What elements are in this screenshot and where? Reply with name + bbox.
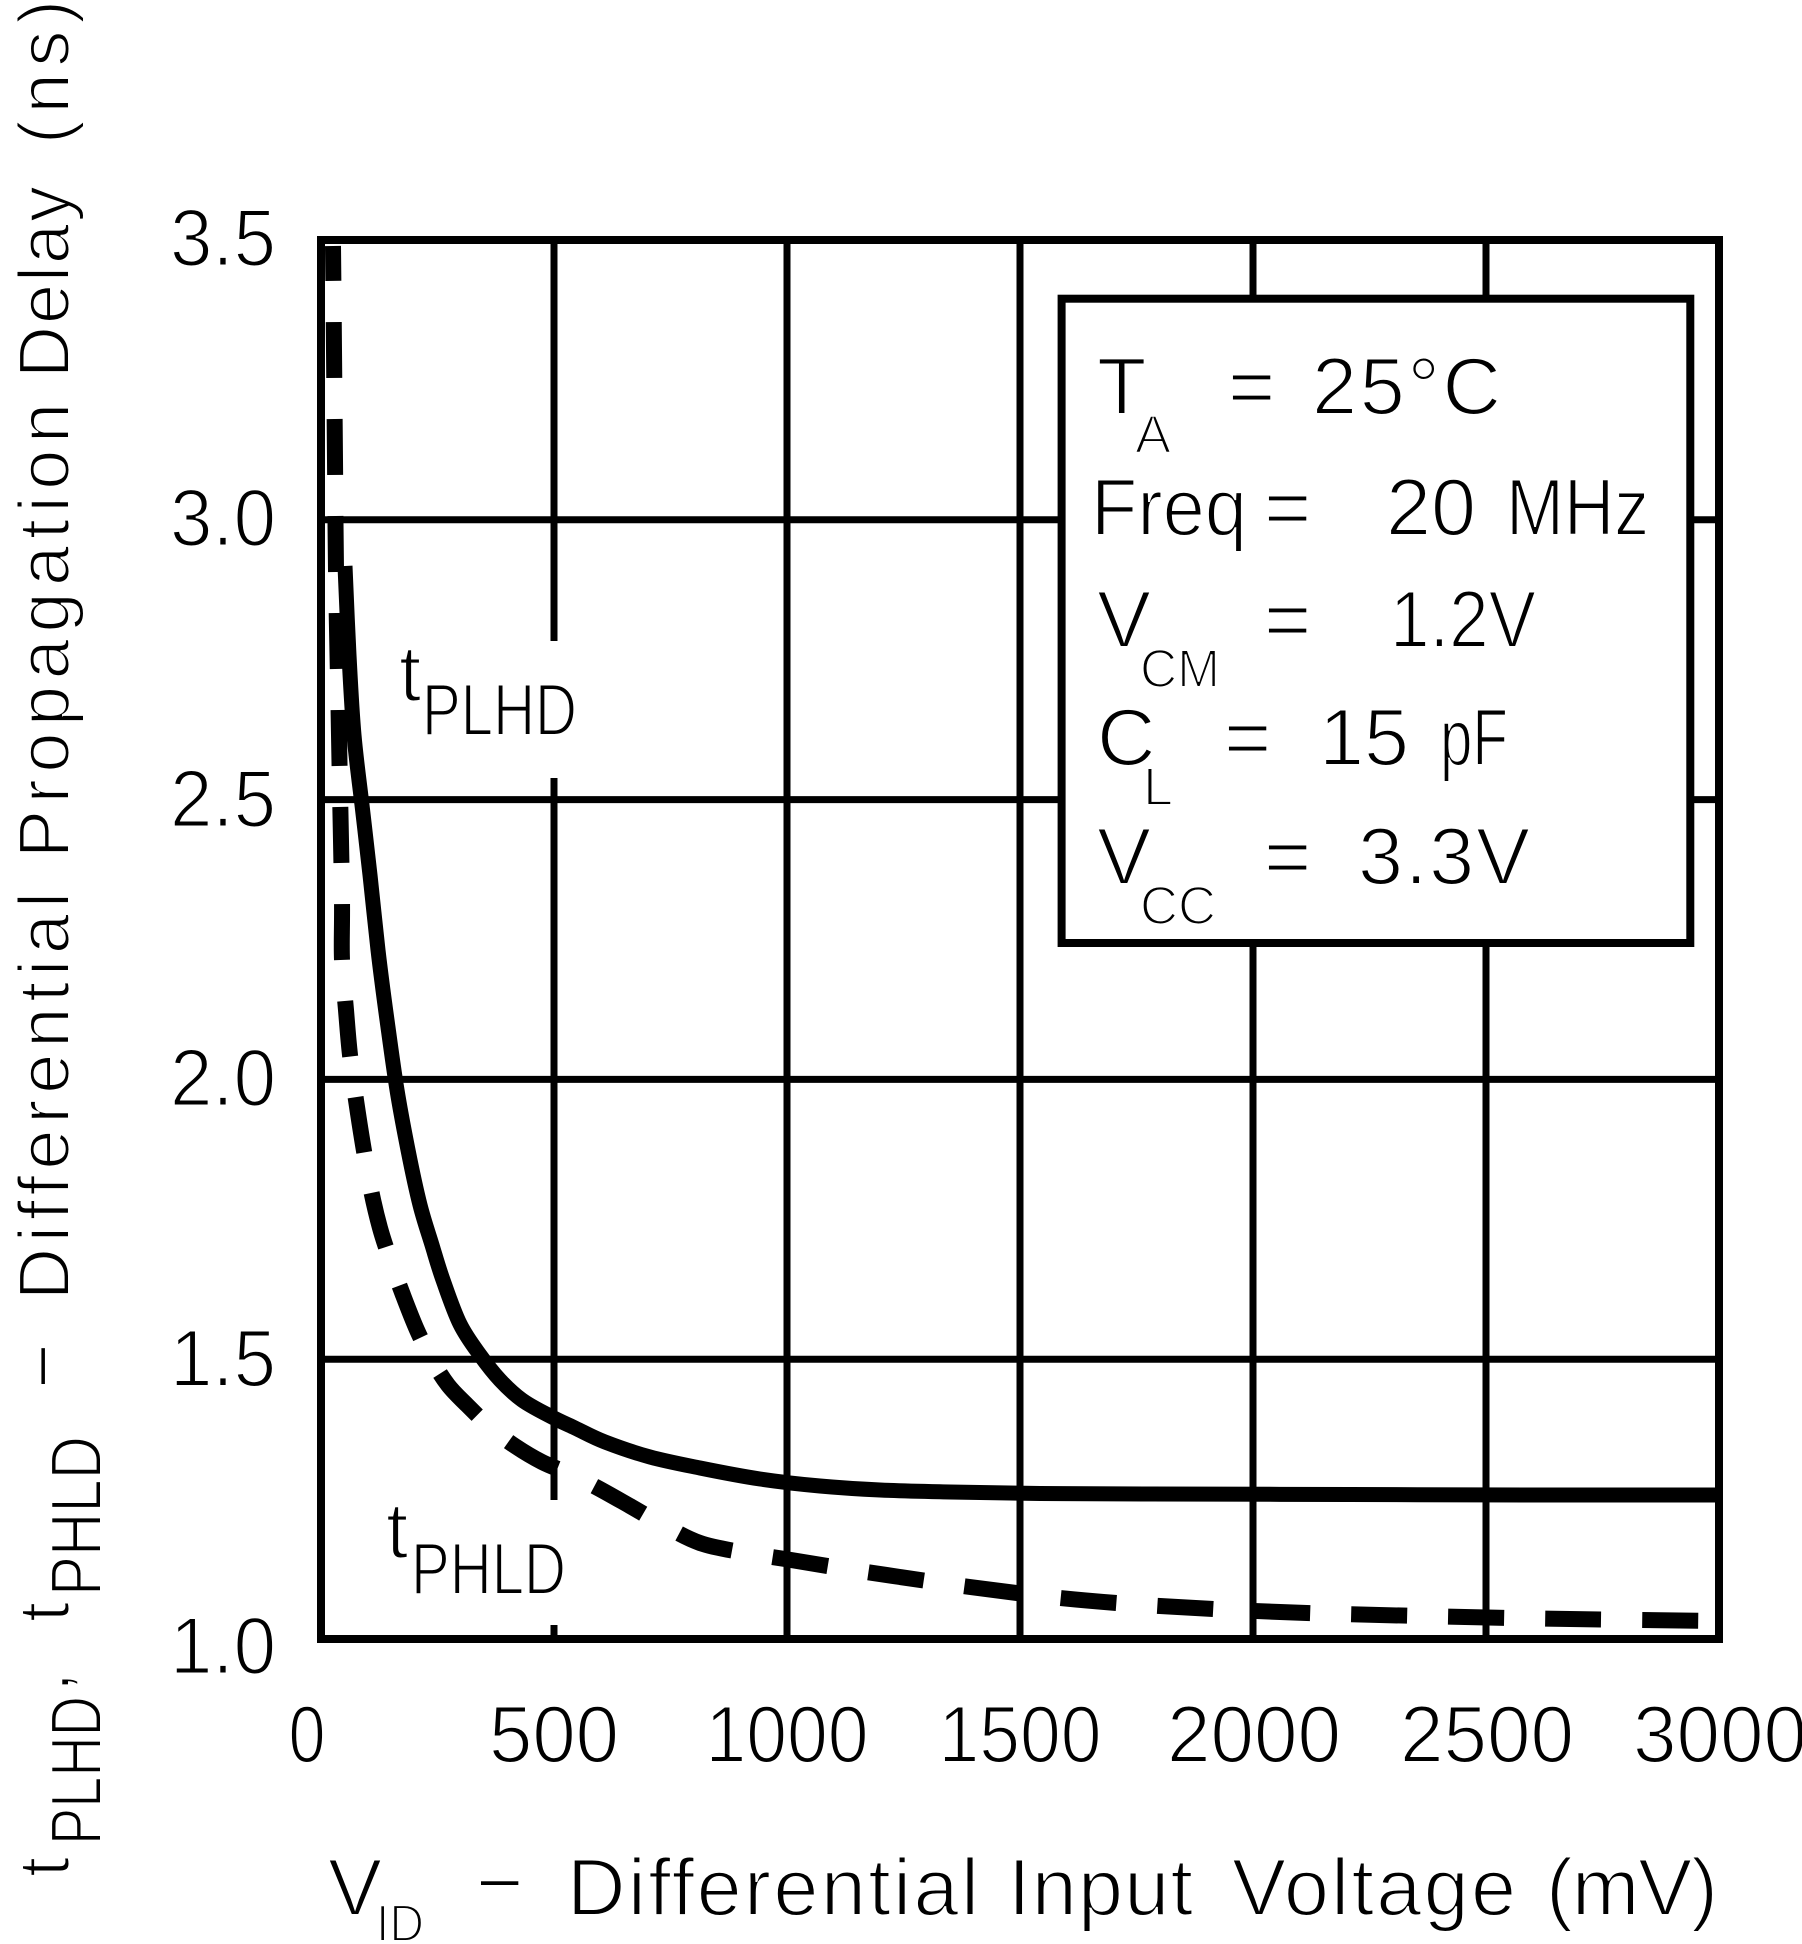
svg-text:ID: ID	[376, 1895, 424, 1944]
svg-text:PLHD: PLHD	[422, 670, 577, 751]
svg-text:Differential: Differential	[567, 1843, 979, 1933]
svg-text:=: =	[1228, 342, 1275, 432]
svg-text:−: −	[0, 1343, 86, 1389]
svg-text:C: C	[1097, 693, 1156, 783]
svg-text:1500: 1500	[939, 1690, 1102, 1780]
svg-text:2500: 2500	[1400, 1690, 1574, 1780]
svg-text:1.0: 1.0	[170, 1602, 276, 1692]
svg-text:t: t	[5, 1857, 85, 1877]
svg-text:A: A	[1135, 405, 1171, 465]
svg-text:Delay: Delay	[5, 186, 85, 378]
svg-text:Input: Input	[1008, 1843, 1193, 1933]
svg-text:CM: CM	[1140, 639, 1220, 699]
svg-text:=: =	[1224, 693, 1271, 783]
svg-text:Freq: Freq	[1091, 463, 1247, 553]
svg-text:20: 20	[1386, 463, 1476, 553]
svg-text:1.5: 1.5	[170, 1314, 276, 1404]
svg-text:0: 0	[289, 1690, 326, 1780]
svg-text:pF: pF	[1440, 693, 1508, 783]
svg-text:V: V	[1097, 812, 1151, 902]
svg-text:=: =	[1264, 575, 1311, 665]
svg-text:MHz: MHz	[1506, 463, 1649, 553]
svg-text:CC: CC	[1140, 876, 1216, 936]
svg-text:−: −	[476, 1838, 523, 1928]
svg-text:(mV): (mV)	[1546, 1843, 1718, 1933]
svg-text:2.0: 2.0	[170, 1034, 276, 1124]
svg-text:1000: 1000	[706, 1690, 869, 1780]
svg-text:L: L	[1143, 757, 1173, 817]
svg-text:,: ,	[5, 1672, 85, 1692]
svg-text:500: 500	[489, 1690, 619, 1780]
svg-text:t: t	[5, 1602, 85, 1622]
svg-text:3.3V: 3.3V	[1358, 812, 1530, 902]
svg-text:25°C: 25°C	[1312, 342, 1501, 432]
svg-text:=: =	[1264, 812, 1311, 902]
svg-text:3000: 3000	[1633, 1690, 1802, 1780]
svg-text:2000: 2000	[1167, 1690, 1341, 1780]
svg-text:PHLD: PHLD	[411, 1529, 566, 1610]
svg-text:3.5: 3.5	[170, 194, 276, 284]
svg-text:=: =	[1264, 463, 1311, 553]
svg-text:t: t	[399, 629, 421, 718]
svg-text:1.2V: 1.2V	[1390, 575, 1536, 665]
svg-text:15: 15	[1319, 693, 1409, 783]
svg-text:Propagation: Propagation	[5, 403, 85, 858]
svg-text:t: t	[386, 1486, 408, 1575]
svg-text:V: V	[1097, 575, 1151, 665]
svg-text:T: T	[1097, 342, 1146, 432]
svg-text:V: V	[328, 1843, 382, 1933]
svg-text:PLHD: PLHD	[37, 1696, 117, 1845]
svg-text:PHLD: PHLD	[37, 1436, 117, 1596]
svg-text:2.5: 2.5	[170, 755, 276, 845]
svg-text:3.0: 3.0	[170, 474, 276, 564]
